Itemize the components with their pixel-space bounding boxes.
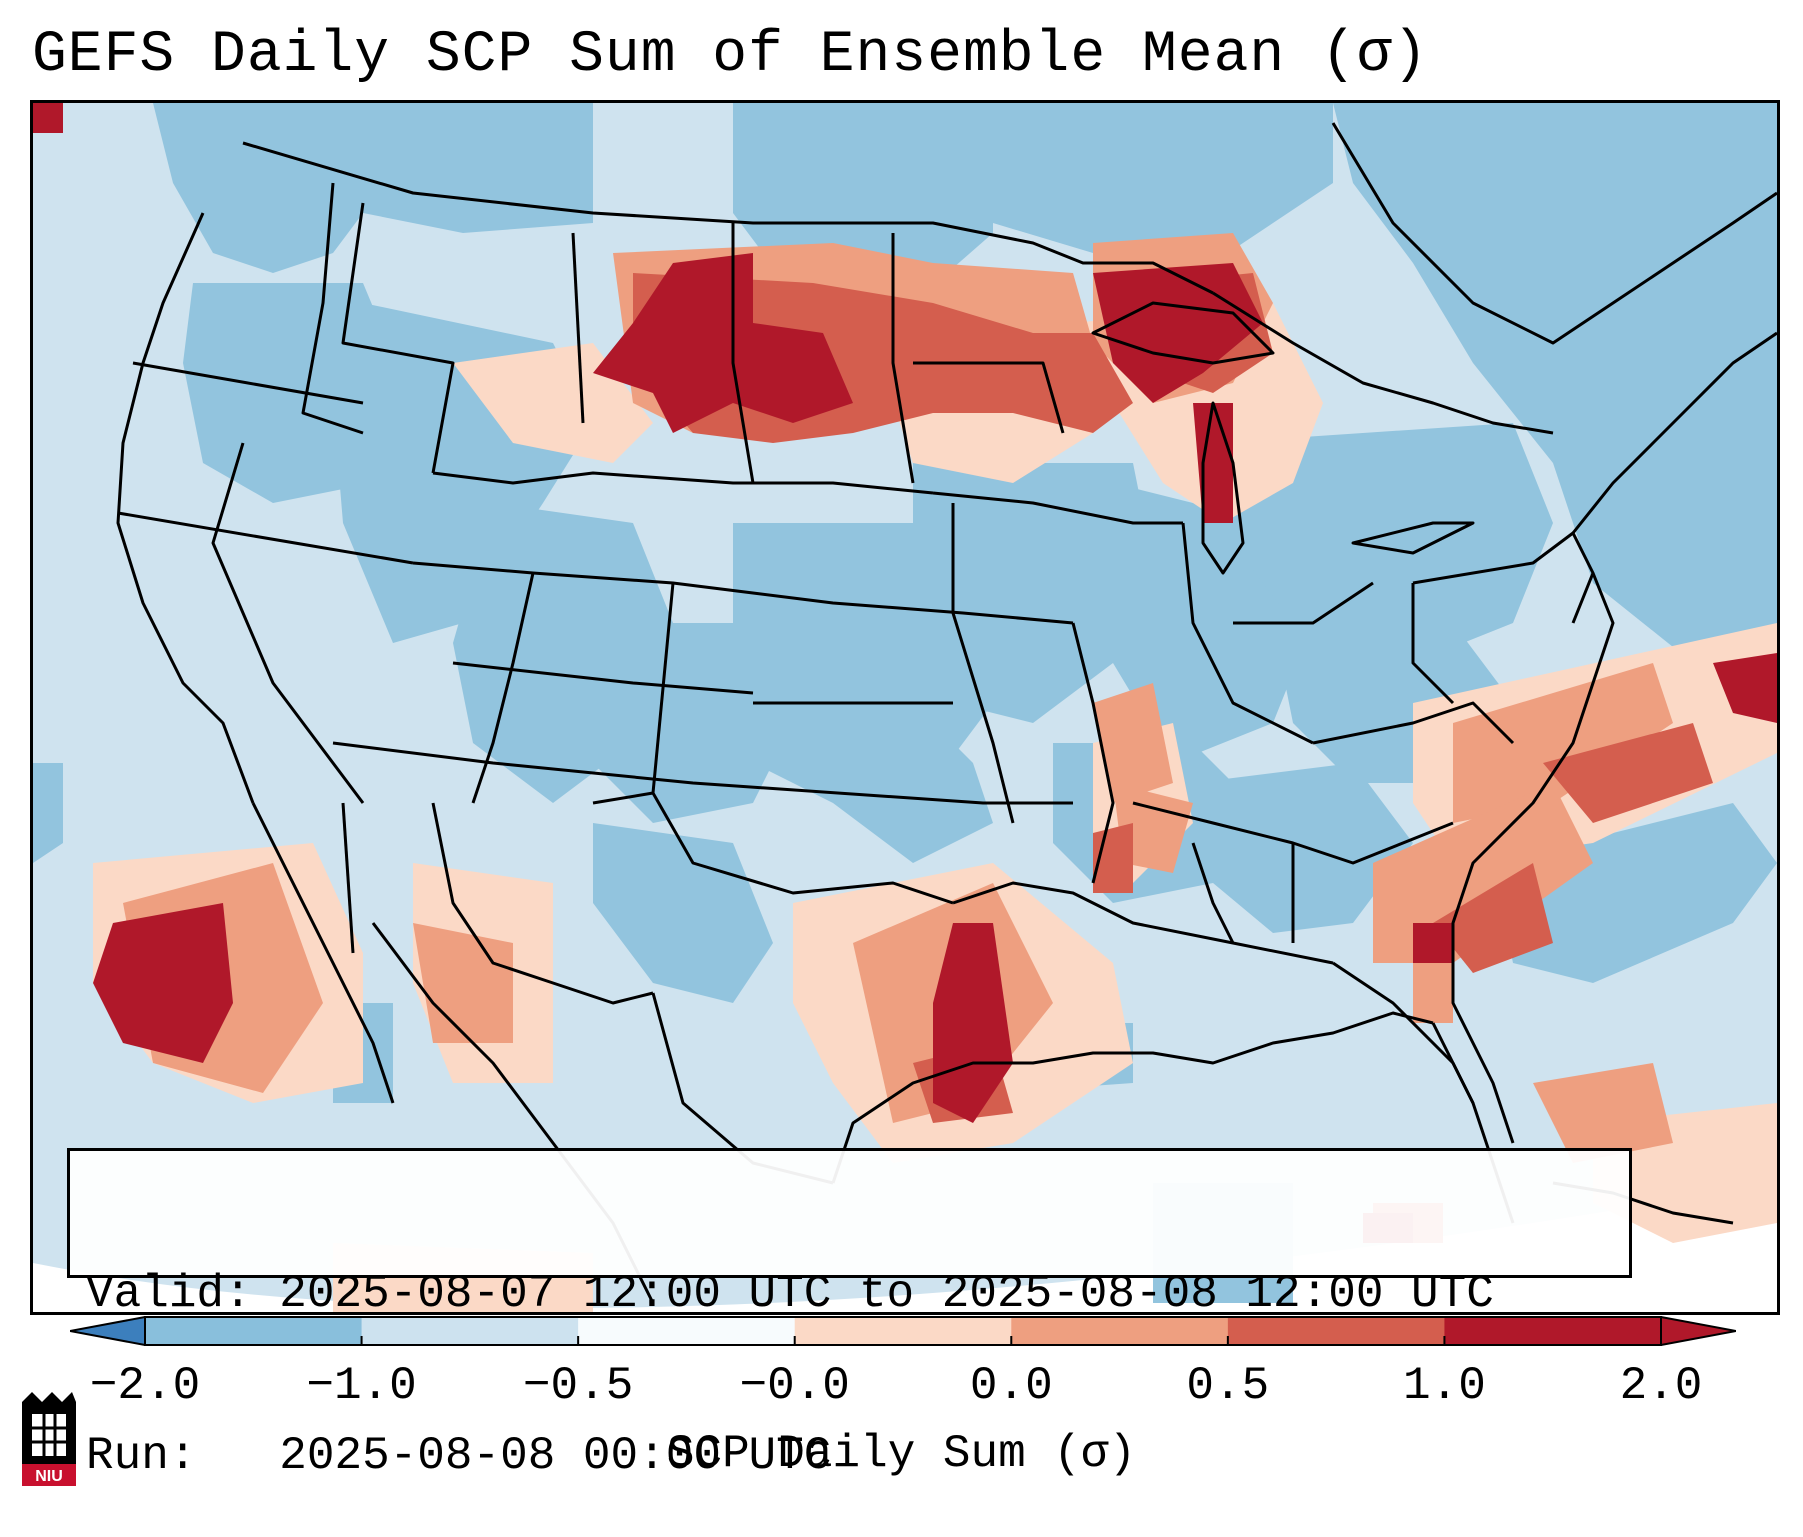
run-label: Run: [86, 1430, 197, 1482]
colorbar-tick-label: 0.0 [969, 1360, 1053, 1412]
lake-superior [1091, 301, 1275, 365]
idaho-west [301, 182, 364, 435]
run-line: Run: 2025-08-08 00:00 UTC [86, 1429, 1613, 1483]
lake-erie [1351, 521, 1475, 555]
colorbar-band [1444, 1317, 1662, 1345]
colorbar-ticks: −2.0 −1.0 −0.5 −0.0 0.0 0.5 1.0 2.0 [0, 1360, 1803, 1420]
page-title: GEFS Daily SCP Sum of Ensemble Mean (σ) [32, 23, 1429, 88]
colorbar-band [1011, 1317, 1229, 1345]
colorbar-tick-label: −2.0 [89, 1360, 201, 1412]
oregon-south [117, 511, 414, 565]
lake-michigan [1201, 401, 1245, 575]
west-coast [116, 212, 255, 804]
colorbar [70, 1316, 1736, 1346]
colorbar-tick-label: −0.5 [522, 1360, 634, 1412]
niu-logo: NIU [22, 1392, 76, 1486]
valid-run-info-box: Valid: 2025-08-07 12:00 UTC to 2025-08-0… [67, 1148, 1632, 1482]
gulf-coast [831, 1011, 1434, 1184]
valid-line: Valid: 2025-08-07 12:00 UTC to 2025-08-0… [86, 1267, 1613, 1321]
colorbar-extend-max [1660, 1316, 1736, 1346]
washington-oregon [132, 361, 364, 405]
map-panel [30, 100, 1780, 1315]
east-coast [1451, 572, 1615, 1144]
baja [251, 802, 395, 1104]
logo-text: NIU [35, 1468, 63, 1485]
colorbar-tick-label: 2.0 [1619, 1360, 1703, 1412]
colorbar-tick-label: −1.0 [306, 1360, 417, 1412]
valid-value: 2025-08-07 12:00 UTC to 2025-08-08 12:00… [279, 1268, 1494, 1320]
colorbar-band [1227, 1317, 1445, 1345]
colorbar-band [794, 1317, 1012, 1345]
canada-border [242, 141, 1214, 295]
valid-label: Valid: [86, 1268, 252, 1320]
colorbar-band [578, 1317, 796, 1345]
globe-edge [33, 1183, 1777, 1312]
colorbar-tick-label: 0.5 [1186, 1360, 1270, 1412]
colorbar-label: SCP Daily Sum (σ) [666, 1428, 1137, 1480]
colorbar-tick-label: 1.0 [1403, 1360, 1486, 1412]
colorbar-band [145, 1317, 363, 1345]
colorbar-band [361, 1317, 579, 1345]
run-value: 2025-08-08 00:00 UTC [279, 1430, 832, 1482]
map-canvas [33, 103, 1777, 1312]
colorbar-tick-label: −0.0 [739, 1360, 850, 1412]
colorbar-extend-min [70, 1316, 146, 1346]
